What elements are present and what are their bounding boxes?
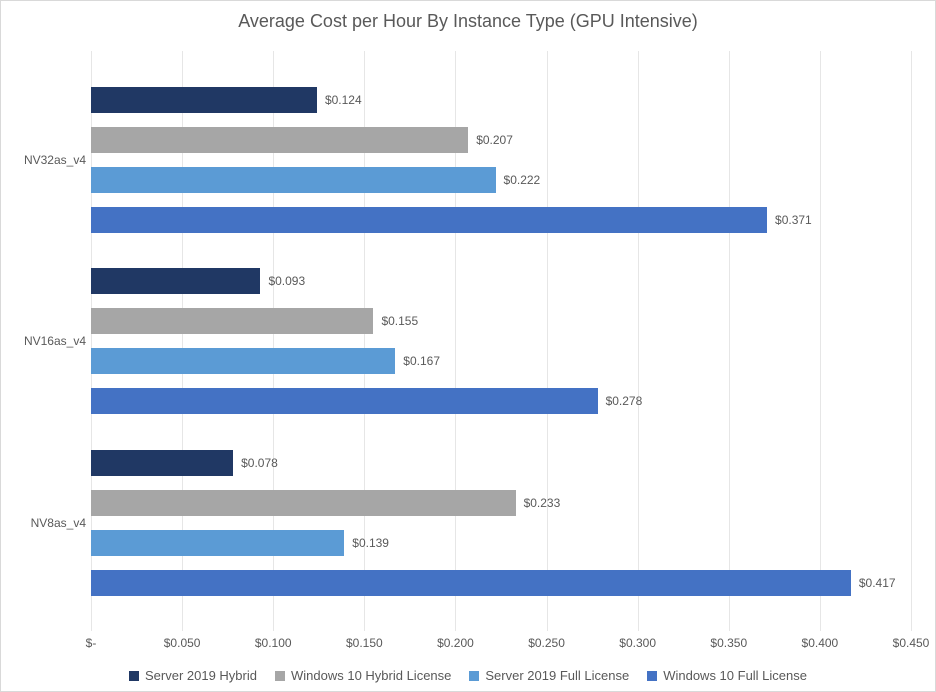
y-category-label: NV8as_v4 <box>6 516 86 530</box>
bar <box>91 87 317 113</box>
bar <box>91 167 496 193</box>
legend-item: Server 2019 Hybrid <box>129 668 257 683</box>
grid-line <box>638 51 639 631</box>
plot-area: $-$0.050$0.100$0.150$0.200$0.250$0.300$0… <box>91 51 911 631</box>
legend-swatch <box>469 671 479 681</box>
legend-swatch <box>129 671 139 681</box>
bar <box>91 348 395 374</box>
bar-value-label: $0.139 <box>352 536 389 550</box>
legend-item: Server 2019 Full License <box>469 668 629 683</box>
x-tick-label: $0.250 <box>528 636 565 650</box>
bar <box>91 530 344 556</box>
bar <box>91 127 468 153</box>
legend-label: Windows 10 Full License <box>663 668 807 683</box>
bar <box>91 207 767 233</box>
bar <box>91 450 233 476</box>
x-tick-label: $0.050 <box>164 636 201 650</box>
bar-value-label: $0.207 <box>476 133 513 147</box>
legend-label: Windows 10 Hybrid License <box>291 668 451 683</box>
grid-line <box>911 51 912 631</box>
chart-title: Average Cost per Hour By Instance Type (… <box>1 1 935 32</box>
chart-container: Average Cost per Hour By Instance Type (… <box>0 0 936 692</box>
legend-item: Windows 10 Full License <box>647 668 807 683</box>
x-tick-label: $0.300 <box>619 636 656 650</box>
x-tick-label: $0.400 <box>802 636 839 650</box>
legend-label: Server 2019 Full License <box>485 668 629 683</box>
x-tick-label: $0.450 <box>893 636 930 650</box>
bar-value-label: $0.155 <box>381 314 418 328</box>
bar-value-label: $0.078 <box>241 456 278 470</box>
legend-swatch <box>647 671 657 681</box>
legend-item: Windows 10 Hybrid License <box>275 668 451 683</box>
bar-value-label: $0.167 <box>403 354 440 368</box>
bar-value-label: $0.233 <box>524 496 561 510</box>
grid-line <box>820 51 821 631</box>
y-category-label: NV32as_v4 <box>6 153 86 167</box>
y-axis-area: NV32as_v4 NV16as_v4 NV8as_v4 <box>1 51 91 631</box>
x-tick-label: $0.100 <box>255 636 292 650</box>
x-tick-label: $0.150 <box>346 636 383 650</box>
bar-value-label: $0.124 <box>325 93 362 107</box>
bar <box>91 308 373 334</box>
bar <box>91 490 516 516</box>
bar-value-label: $0.371 <box>775 213 812 227</box>
bar-value-label: $0.222 <box>504 173 541 187</box>
bar-value-label: $0.278 <box>606 394 643 408</box>
bar <box>91 268 260 294</box>
x-tick-label: $0.200 <box>437 636 474 650</box>
x-tick-label: $- <box>86 636 97 650</box>
legend: Server 2019 Hybrid Windows 10 Hybrid Lice… <box>1 668 935 683</box>
grid-line <box>729 51 730 631</box>
bar <box>91 570 851 596</box>
grid-line <box>547 51 548 631</box>
bar-value-label: $0.093 <box>268 274 305 288</box>
bar <box>91 388 598 414</box>
y-category-label: NV16as_v4 <box>6 334 86 348</box>
legend-label: Server 2019 Hybrid <box>145 668 257 683</box>
legend-swatch <box>275 671 285 681</box>
x-tick-label: $0.350 <box>710 636 747 650</box>
bar-value-label: $0.417 <box>859 576 896 590</box>
